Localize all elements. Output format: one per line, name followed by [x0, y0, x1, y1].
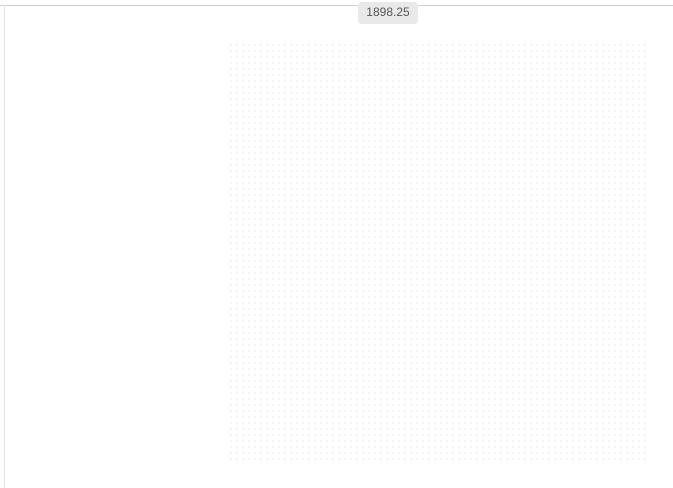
high-label-box — [358, 2, 418, 24]
map-pattern — [230, 40, 650, 460]
high-label: 1898.25 — [366, 5, 410, 19]
